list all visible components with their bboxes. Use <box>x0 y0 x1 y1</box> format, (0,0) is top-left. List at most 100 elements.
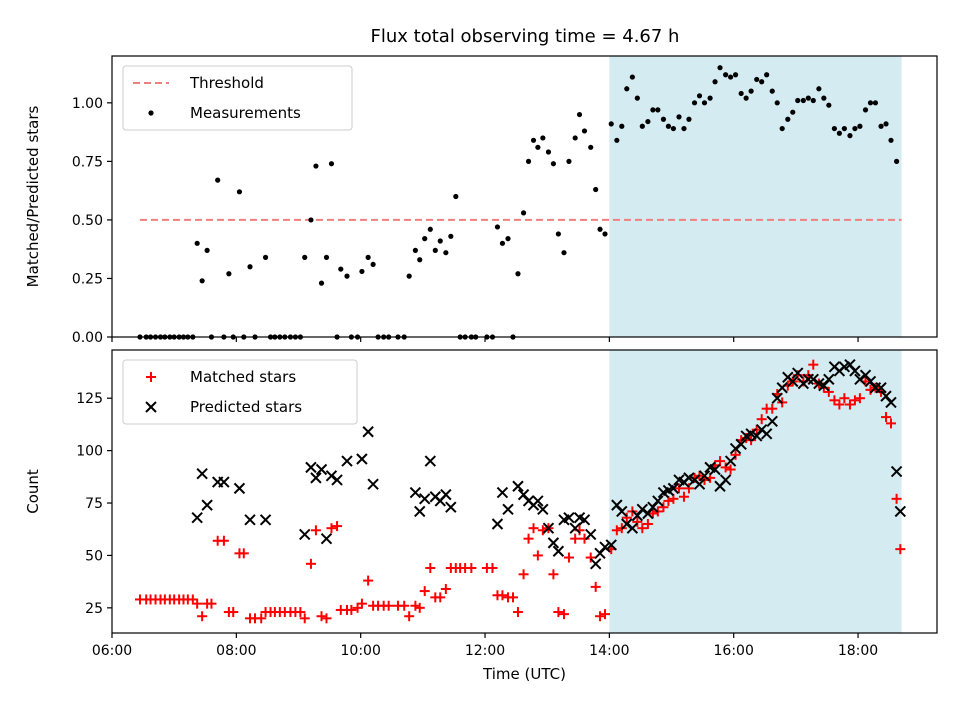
predicted-star-point <box>414 505 426 518</box>
measurement-point <box>262 254 269 260</box>
count-panel: 25 50 75 100 125 06:00 08:00 10:00 12:00 14:00 16:… <box>24 349 938 683</box>
predicted-star-point <box>367 478 379 490</box>
measurement-point <box>422 236 428 242</box>
predicted-marker-b <box>859 369 872 381</box>
matched-star-point <box>579 533 590 544</box>
measurement-point <box>748 88 754 94</box>
legend-label: Measurements <box>190 104 301 122</box>
measurement-point <box>566 158 572 164</box>
x-tick-label: 14:00 <box>589 643 629 659</box>
predicted-marker-b <box>578 514 591 526</box>
measurement-point <box>365 254 371 260</box>
matched-star-point <box>595 611 606 622</box>
matched-star-point <box>363 575 374 586</box>
matched-star-point <box>849 395 860 406</box>
predicted-star-point <box>605 539 617 551</box>
legend-predicted-b <box>145 401 157 413</box>
measurement-point <box>852 125 858 132</box>
predicted-star-point <box>362 426 374 438</box>
predicted-star-point <box>578 514 591 526</box>
measurement-point <box>645 118 651 125</box>
predicted-star-point <box>445 501 457 513</box>
measurement-point <box>406 273 412 279</box>
predicted-star-point <box>496 486 509 499</box>
predicted-marker-b <box>341 455 353 467</box>
predicted-star-point <box>532 495 544 507</box>
predicted-marker-b <box>771 392 783 404</box>
measurement-point <box>550 161 557 167</box>
matched-star-point <box>528 523 539 534</box>
matched-star-point <box>399 600 410 611</box>
predicted-star-point <box>776 382 788 394</box>
y-tick-label: 1.00 <box>72 96 103 112</box>
measurement-point <box>194 240 200 246</box>
measurement-point <box>841 125 847 132</box>
matched-star-point <box>435 592 446 603</box>
measurement-point <box>681 125 687 132</box>
predicted-marker-b <box>823 373 835 386</box>
predicted-marker-b <box>573 511 586 524</box>
predicted-marker-b <box>532 495 544 507</box>
ratio-panel: 0.00 0.25 0.50 0.75 1.00 Matched/Predicted st… <box>24 55 938 346</box>
predicted-marker-b <box>440 488 452 501</box>
measurement-point <box>247 264 253 270</box>
measurement-point <box>448 233 454 239</box>
measurement-point <box>759 79 765 85</box>
y-tick-label: 125 <box>76 391 103 407</box>
shaded-observing-region <box>609 56 902 337</box>
measurement-point <box>629 74 635 80</box>
predicted-star-point <box>894 505 907 518</box>
measurement-point <box>790 109 796 115</box>
predicted-marker-b <box>787 375 799 388</box>
measurement-point <box>417 257 423 263</box>
matched-star-point <box>299 613 310 624</box>
measurement-point <box>545 149 552 155</box>
x-axis-label: Time (UTC) <box>482 665 566 683</box>
predicted-marker-b <box>315 463 328 476</box>
measurement-point <box>359 268 365 275</box>
legend-box <box>122 359 358 425</box>
predicted-star-point <box>424 455 437 467</box>
predicted-star-point <box>626 522 639 534</box>
measurement-point <box>535 144 541 150</box>
measurement-point <box>826 102 832 108</box>
predicted-marker-b <box>569 522 581 534</box>
matched-star-point <box>590 581 601 592</box>
matched-star-point <box>600 609 611 620</box>
measurement-point <box>836 130 842 136</box>
predicted-marker-b <box>542 522 555 534</box>
predicted-star-point <box>563 511 575 524</box>
y-axis-label: Count <box>24 469 42 514</box>
matched-star-point <box>295 607 306 618</box>
measurement-point <box>540 135 546 141</box>
matched-star-point <box>326 523 337 534</box>
y-tick-label: 100 <box>76 444 103 460</box>
predicted-marker-b <box>792 367 804 379</box>
predicted-marker-b <box>244 514 256 526</box>
matched-star-point <box>854 393 865 404</box>
measurement-point <box>581 128 588 134</box>
x-tick-label: 10:00 <box>341 643 381 659</box>
matched-star-point <box>808 359 819 370</box>
y-axis-label: Matched/Predicted stars <box>24 106 42 288</box>
y-tick-label: 50 <box>85 548 103 564</box>
predicted-star-point <box>537 503 549 516</box>
predicted-marker-b <box>201 499 213 511</box>
matched-star-point <box>512 607 523 618</box>
measurement-point <box>769 88 775 94</box>
measurement-point <box>443 250 449 256</box>
matched-star-point <box>305 558 316 569</box>
matched-star-point <box>632 516 643 527</box>
predicted-star-point <box>709 463 721 476</box>
predicted-star-point <box>191 511 203 524</box>
measurement-point <box>624 86 630 92</box>
predicted-star-point <box>802 373 815 386</box>
measurement-point <box>696 93 703 99</box>
predicted-marker-b <box>233 482 246 495</box>
matched-star-point <box>663 495 674 506</box>
predicted-marker-b <box>310 472 322 484</box>
predicted-star-point <box>233 482 246 495</box>
measurement-point <box>215 177 221 183</box>
measurement-point <box>525 158 532 164</box>
predicted-star-point <box>218 476 230 488</box>
